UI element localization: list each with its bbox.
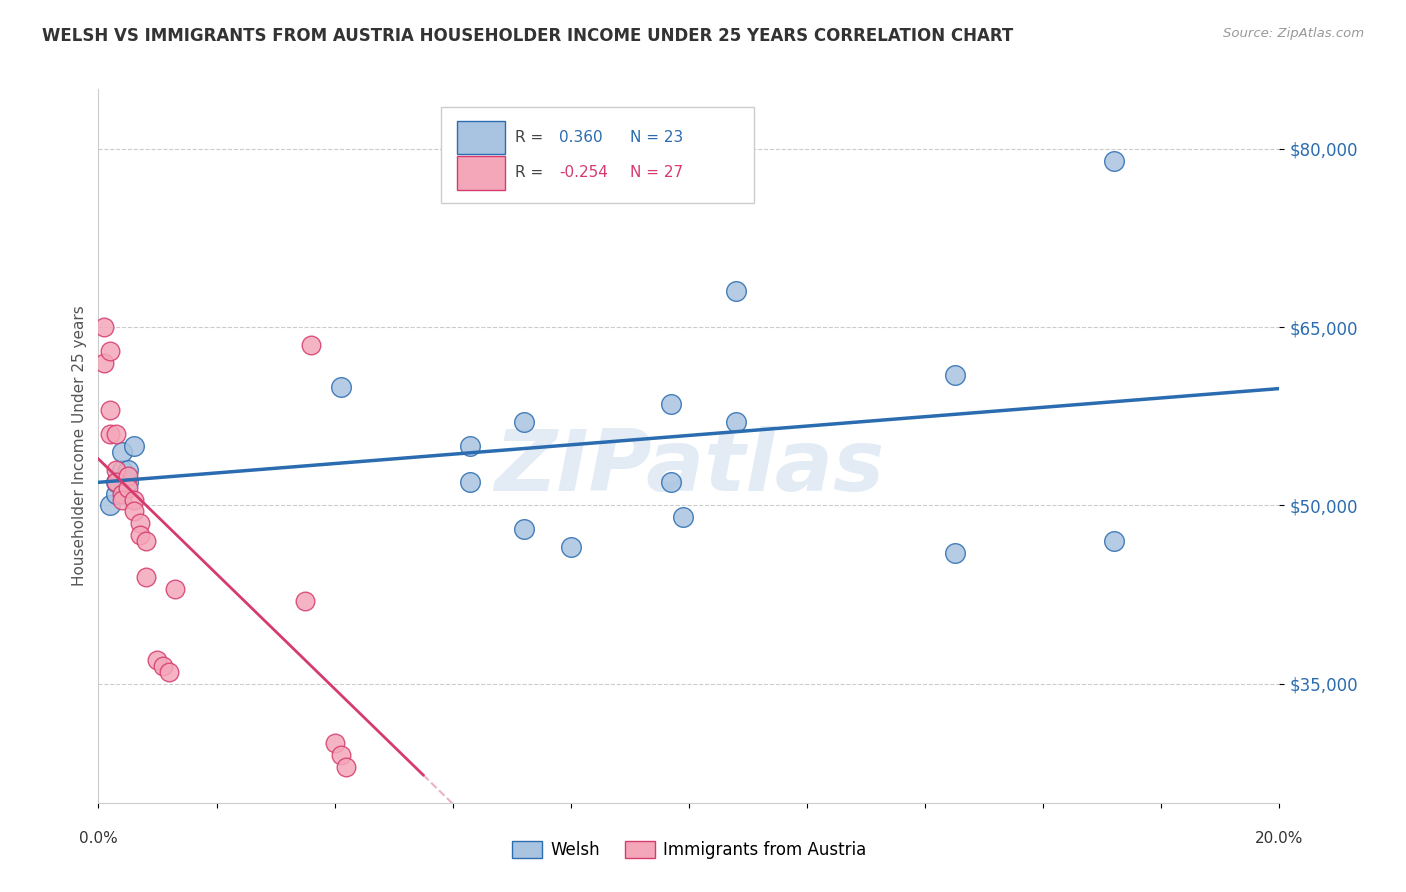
Point bbox=[105, 486, 128, 500]
Point bbox=[294, 593, 316, 607]
Point bbox=[157, 665, 180, 679]
Point bbox=[117, 468, 139, 483]
Point bbox=[512, 522, 534, 536]
Point bbox=[117, 475, 139, 489]
Y-axis label: Householder Income Under 25 years: Householder Income Under 25 years bbox=[72, 306, 87, 586]
Point bbox=[460, 439, 482, 453]
Point bbox=[117, 463, 139, 477]
Point bbox=[152, 659, 174, 673]
Point bbox=[1102, 153, 1125, 168]
Point bbox=[122, 504, 145, 518]
Text: -0.254: -0.254 bbox=[560, 165, 607, 180]
Text: 20.0%: 20.0% bbox=[1256, 831, 1303, 847]
Point bbox=[323, 736, 346, 750]
Point bbox=[146, 653, 169, 667]
Point bbox=[105, 427, 128, 442]
Point bbox=[672, 510, 695, 524]
FancyBboxPatch shape bbox=[441, 107, 754, 203]
Point bbox=[111, 463, 134, 477]
Point bbox=[943, 368, 966, 382]
Point bbox=[335, 760, 357, 774]
Point bbox=[111, 445, 134, 459]
Point bbox=[111, 486, 134, 500]
Point bbox=[165, 582, 187, 596]
Point bbox=[659, 475, 682, 489]
Point bbox=[128, 528, 150, 542]
Point bbox=[93, 356, 115, 370]
FancyBboxPatch shape bbox=[457, 120, 505, 154]
Text: Source: ZipAtlas.com: Source: ZipAtlas.com bbox=[1223, 27, 1364, 40]
Text: R =: R = bbox=[516, 165, 548, 180]
Point bbox=[122, 492, 145, 507]
Point bbox=[98, 499, 121, 513]
Point bbox=[512, 415, 534, 429]
Point bbox=[98, 403, 121, 417]
Text: 0.0%: 0.0% bbox=[79, 831, 118, 847]
Point bbox=[122, 439, 145, 453]
Point bbox=[105, 463, 128, 477]
Point bbox=[329, 379, 352, 393]
Point bbox=[135, 570, 157, 584]
Text: WELSH VS IMMIGRANTS FROM AUSTRIA HOUSEHOLDER INCOME UNDER 25 YEARS CORRELATION C: WELSH VS IMMIGRANTS FROM AUSTRIA HOUSEHO… bbox=[42, 27, 1014, 45]
Text: N = 23: N = 23 bbox=[630, 129, 683, 145]
Point bbox=[725, 285, 748, 299]
Point bbox=[725, 415, 748, 429]
Point bbox=[128, 516, 150, 531]
Point bbox=[560, 540, 582, 554]
Point bbox=[117, 481, 139, 495]
Point bbox=[659, 397, 682, 411]
Point bbox=[98, 427, 121, 442]
Point bbox=[98, 343, 121, 358]
Text: ZIPatlas: ZIPatlas bbox=[494, 425, 884, 509]
Point bbox=[1102, 534, 1125, 549]
Point bbox=[111, 492, 134, 507]
Point bbox=[105, 475, 128, 489]
Legend: Welsh, Immigrants from Austria: Welsh, Immigrants from Austria bbox=[505, 834, 873, 866]
Text: R =: R = bbox=[516, 129, 548, 145]
Text: 0.360: 0.360 bbox=[560, 129, 603, 145]
Point bbox=[299, 338, 322, 352]
Text: N = 27: N = 27 bbox=[630, 165, 683, 180]
Point bbox=[93, 320, 115, 334]
Point bbox=[135, 534, 157, 549]
Point bbox=[460, 475, 482, 489]
Point bbox=[329, 748, 352, 763]
FancyBboxPatch shape bbox=[457, 156, 505, 190]
Point bbox=[943, 546, 966, 560]
Point bbox=[105, 475, 128, 489]
